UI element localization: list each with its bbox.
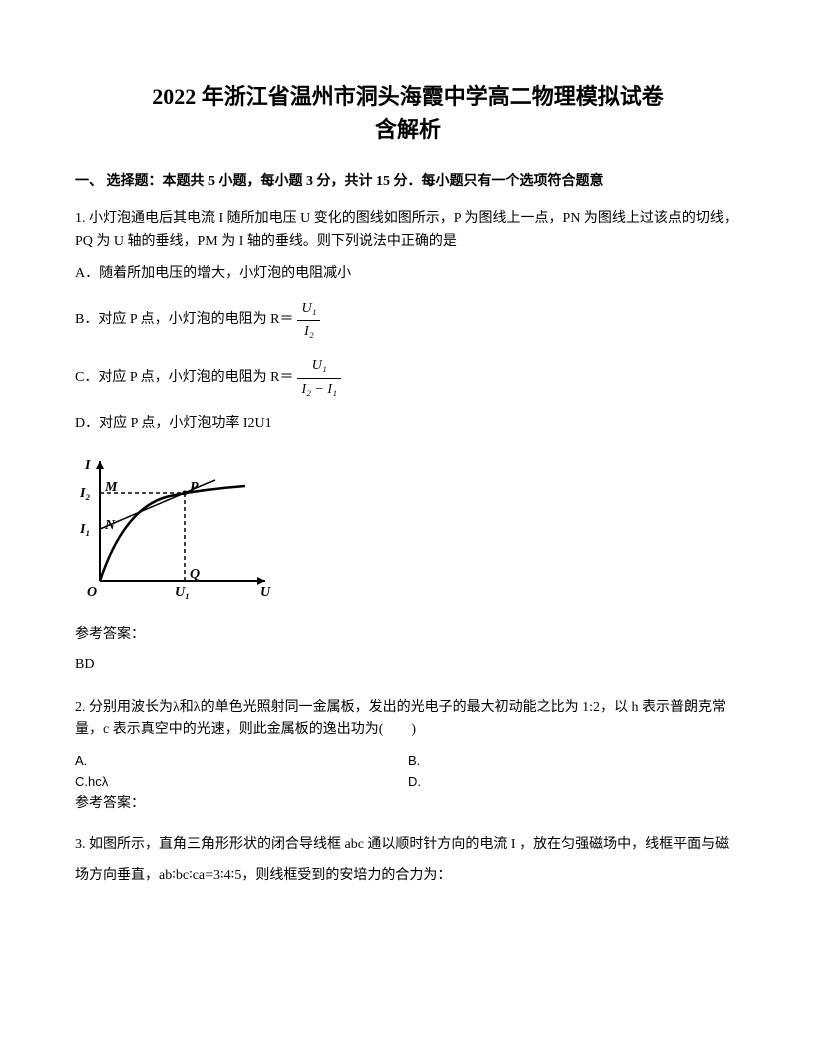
section-header: 一、 选择题：本题共 5 小题，每小题 3 分，共计 15 分．每小题只有一个选… (75, 171, 741, 193)
svg-text:O: O (87, 585, 97, 600)
q1-optc-fraction: U₁ I₂ − I₁ (297, 355, 341, 401)
svg-text:U₁: U₁ (175, 585, 190, 600)
svg-text:P: P (190, 480, 199, 495)
svg-text:N: N (104, 518, 116, 533)
q1-optc-num: U₁ (297, 355, 341, 378)
question-2: 2. 分别用波长为λ和λ的单色光照射同一金属板，发出的光电子的最大初动能之比为 … (75, 697, 741, 816)
q2-answer-label: 参考答案： (75, 793, 741, 815)
iv-curve-graph: I I₂ M I₁ N P O U₁ Q U (75, 451, 741, 609)
q1-optc-den: I₂ − I₁ (297, 379, 341, 401)
q1-optc-prefix: C．对应 P 点，小灯泡的电阻为 R＝ (75, 367, 293, 389)
svg-text:M: M (104, 480, 118, 495)
q2-option-c: C.hcλ (75, 772, 408, 793)
q2-text: 2. 分别用波长为λ和λ的单色光照射同一金属板，发出的光电子的最大初动能之比为 … (75, 697, 741, 742)
svg-text:I: I (84, 458, 91, 473)
q2-option-d: D. (408, 772, 741, 793)
title-line2: 含解析 (75, 113, 741, 146)
question-3: 3. 如图所示，直角三角形形状的闭合导线框 abc 通以顺时针方向的电流 I ，… (75, 830, 741, 892)
q1-option-b: B．对应 P 点，小灯泡的电阻为 R＝ U₁ I₂ (75, 298, 741, 344)
q1-optb-den: I₂ (297, 321, 320, 343)
q1-option-a: A．随着所加电压的增大，小灯泡的电阻减小 (75, 263, 741, 285)
q1-answer: BD (75, 654, 741, 676)
q1-answer-label: 参考答案： (75, 624, 741, 646)
q1-optb-fraction: U₁ I₂ (297, 298, 320, 344)
q1-optb-prefix: B．对应 P 点，小灯泡的电阻为 R＝ (75, 309, 293, 331)
q1-optb-num: U₁ (297, 298, 320, 321)
q1-text: 1. 小灯泡通电后其电流 I 随所加电压 U 变化的图线如图所示，P 为图线上一… (75, 208, 741, 253)
q2-option-a: A. (75, 751, 408, 772)
q1-option-c: C．对应 P 点，小灯泡的电阻为 R＝ U₁ I₂ − I₁ (75, 355, 741, 401)
question-1: 1. 小灯泡通电后其电流 I 随所加电压 U 变化的图线如图所示，P 为图线上一… (75, 208, 741, 435)
q2-option-b: B. (408, 751, 741, 772)
q3-text: 3. 如图所示，直角三角形形状的闭合导线框 abc 通以顺时针方向的电流 I ，… (75, 830, 741, 892)
title-line1: 2022 年浙江省温州市洞头海霞中学高二物理模拟试卷 (75, 80, 741, 113)
svg-text:U: U (260, 585, 271, 600)
svg-text:Q: Q (190, 567, 200, 582)
svg-text:I₂: I₂ (79, 486, 90, 501)
svg-text:I₁: I₁ (79, 522, 90, 537)
q1-option-d: D．对应 P 点，小灯泡功率 I2U1 (75, 413, 741, 435)
